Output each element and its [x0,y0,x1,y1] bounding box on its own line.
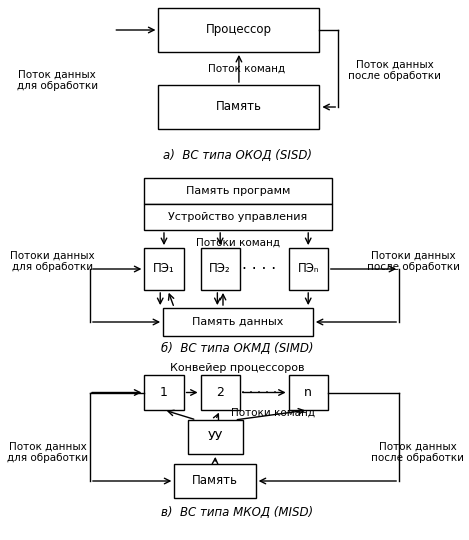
FancyBboxPatch shape [144,178,332,204]
Text: Поток данных
для обработки: Поток данных для обработки [8,441,88,463]
Text: Память данных: Память данных [192,317,284,327]
Text: Потоки данных
после обработки: Потоки данных после обработки [367,250,460,272]
Text: ПЭ₁: ПЭ₁ [153,262,175,275]
Text: · · · ·: · · · · [242,261,276,276]
FancyBboxPatch shape [159,8,319,52]
Text: Конвейер процессоров: Конвейер процессоров [170,363,304,373]
FancyBboxPatch shape [144,204,332,230]
Text: Поток данных
для обработки: Поток данных для обработки [16,69,98,91]
FancyBboxPatch shape [288,248,328,290]
Text: Поток данных
после обработки: Поток данных после обработки [348,59,441,81]
Text: а)  ВС типа ОКОД (SISD): а) ВС типа ОКОД (SISD) [163,148,311,161]
Text: ПЭₙ: ПЭₙ [297,262,319,275]
Text: 2: 2 [216,386,224,399]
Text: ПЭ₂: ПЭ₂ [209,262,231,275]
Text: Потоки команд: Потоки команд [231,408,316,418]
Text: · · · · ·: · · · · · [241,386,277,399]
Text: в)  ВС типа МКОД (MISD): в) ВС типа МКОД (MISD) [161,505,313,518]
FancyBboxPatch shape [144,375,184,410]
Text: УУ: УУ [208,430,223,443]
Text: Поток данных
после обработки: Поток данных после обработки [371,441,464,463]
Text: Потоки команд: Потоки команд [196,238,280,248]
FancyBboxPatch shape [163,308,313,336]
Text: Память: Память [216,100,262,113]
Text: Устройство управления: Устройство управления [168,212,308,222]
Text: Память: Память [192,475,238,488]
FancyBboxPatch shape [174,464,256,498]
Text: 1: 1 [160,386,168,399]
Text: Поток команд: Поток команд [208,64,285,73]
Text: n: n [304,386,312,399]
FancyBboxPatch shape [189,420,242,454]
Text: Потоки данных
для обработки: Потоки данных для обработки [10,250,95,272]
Text: б)  ВС типа ОКМД (SIMD): б) ВС типа ОКМД (SIMD) [161,341,313,354]
FancyBboxPatch shape [144,248,184,290]
FancyBboxPatch shape [201,375,240,410]
FancyBboxPatch shape [201,248,240,290]
Text: Процессор: Процессор [206,24,272,37]
FancyBboxPatch shape [159,85,319,129]
Text: Память программ: Память программ [186,186,290,196]
FancyBboxPatch shape [288,375,328,410]
